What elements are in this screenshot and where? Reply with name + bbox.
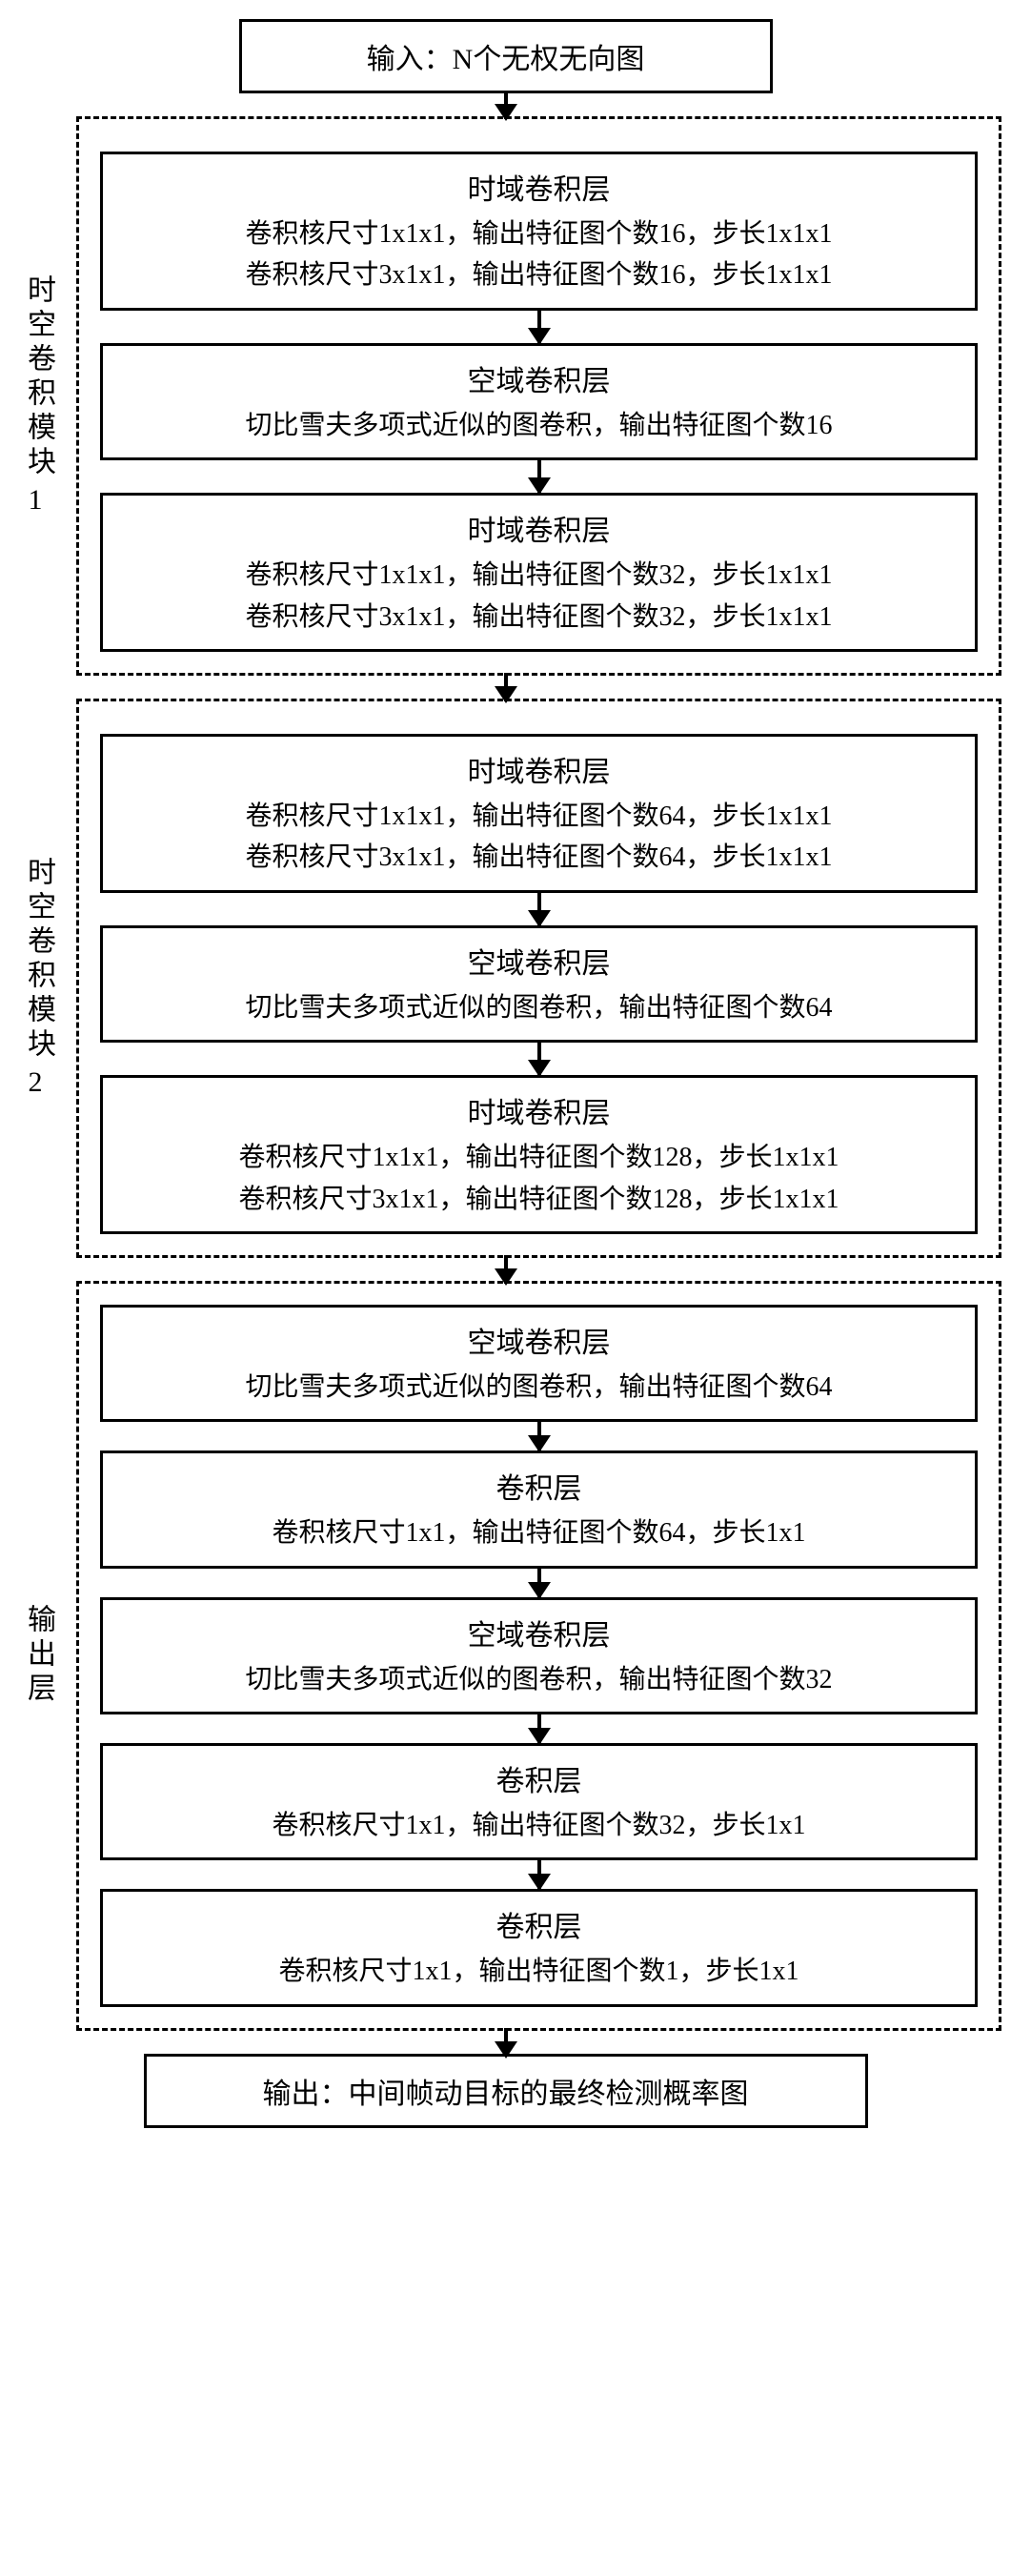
layer-box: 空域卷积层 切比雪夫多项式近似的图卷积，输出特征图个数64: [100, 925, 978, 1043]
arrow-icon: [537, 1422, 541, 1450]
arrow-icon: [537, 1714, 541, 1743]
layer-line: 卷积核尺寸1x1x1，输出特征图个数16，步长1x1x1: [120, 213, 958, 254]
module-1-label: 时空卷积模块1: [10, 116, 76, 676]
layer-line: 卷积核尺寸3x1x1，输出特征图个数32，步长1x1x1: [120, 597, 958, 638]
input-box: 输入：N个无权无向图: [239, 19, 773, 93]
layer-box: 空域卷积层 切比雪夫多项式近似的图卷积，输出特征图个数64: [100, 1305, 978, 1422]
layer-line: 卷积核尺寸1x1，输出特征图个数32，步长1x1: [120, 1805, 958, 1846]
layer-title: 空域卷积层: [120, 1319, 958, 1361]
layer-line: 切比雪夫多项式近似的图卷积，输出特征图个数32: [120, 1659, 958, 1700]
arrow-icon: [537, 311, 541, 343]
layer-box: 卷积层 卷积核尺寸1x1，输出特征图个数64，步长1x1: [100, 1450, 978, 1568]
arrow-icon: [537, 460, 541, 493]
layer-line: 卷积核尺寸3x1x1，输出特征图个数64，步长1x1x1: [120, 837, 958, 878]
module-1: 时域卷积层 卷积核尺寸1x1x1，输出特征图个数16，步长1x1x1 卷积核尺寸…: [76, 116, 1001, 676]
layer-box: 空域卷积层 切比雪夫多项式近似的图卷积，输出特征图个数32: [100, 1597, 978, 1714]
module-3: 空域卷积层 切比雪夫多项式近似的图卷积，输出特征图个数64 卷积层 卷积核尺寸1…: [76, 1281, 1001, 2031]
arrow-icon: [537, 1043, 541, 1075]
layer-box: 卷积层 卷积核尺寸1x1，输出特征图个数32，步长1x1: [100, 1743, 978, 1860]
layer-box: 空域卷积层 切比雪夫多项式近似的图卷积，输出特征图个数16: [100, 343, 978, 460]
module-1-wrapper: 时空卷积模块1 时域卷积层 卷积核尺寸1x1x1，输出特征图个数16，步长1x1…: [10, 116, 1001, 676]
input-text: 输入：N个无权无向图: [367, 44, 645, 75]
arrow-icon: [537, 893, 541, 925]
layer-box: 卷积层 卷积核尺寸1x1，输出特征图个数1，步长1x1: [100, 1889, 978, 2006]
layer-line: 切比雪夫多项式近似的图卷积，输出特征图个数64: [120, 987, 958, 1028]
layer-title: 时域卷积层: [120, 1089, 958, 1131]
layer-title: 时域卷积层: [120, 507, 958, 549]
layer-line: 卷积核尺寸1x1，输出特征图个数1，步长1x1: [120, 1951, 958, 1992]
module-2-wrapper: 时空卷积模块2 时域卷积层 卷积核尺寸1x1x1，输出特征图个数64，步长1x1…: [10, 699, 1001, 1258]
layer-line: 卷积核尺寸3x1x1，输出特征图个数16，步长1x1x1: [120, 254, 958, 295]
module-2: 时域卷积层 卷积核尺寸1x1x1，输出特征图个数64，步长1x1x1 卷积核尺寸…: [76, 699, 1001, 1258]
arrow-icon: [537, 1569, 541, 1597]
arrow-icon: [504, 1255, 508, 1284]
output-text: 输出：中间帧动目标的最终检测概率图: [263, 2079, 749, 2110]
output-box: 输出：中间帧动目标的最终检测概率图: [144, 2054, 868, 2128]
arrow-icon: [504, 2028, 508, 2057]
arrow-icon: [537, 1860, 541, 1889]
module-3-wrapper: 输出层 空域卷积层 切比雪夫多项式近似的图卷积，输出特征图个数64 卷积层 卷积…: [10, 1281, 1001, 2031]
arrow-icon: [504, 91, 508, 119]
module-3-label: 输出层: [10, 1281, 76, 2031]
layer-title: 空域卷积层: [120, 1612, 958, 1653]
layer-title: 空域卷积层: [120, 940, 958, 982]
layer-title: 卷积层: [120, 1465, 958, 1507]
layer-box: 时域卷积层 卷积核尺寸1x1x1，输出特征图个数64，步长1x1x1 卷积核尺寸…: [100, 734, 978, 893]
layer-line: 切比雪夫多项式近似的图卷积，输出特征图个数16: [120, 405, 958, 446]
layer-line: 卷积核尺寸1x1x1，输出特征图个数32，步长1x1x1: [120, 555, 958, 596]
layer-title: 卷积层: [120, 1757, 958, 1799]
layer-box: 时域卷积层 卷积核尺寸1x1x1，输出特征图个数128，步长1x1x1 卷积核尺…: [100, 1075, 978, 1234]
diagram-container: 输入：N个无权无向图 时空卷积模块1 时域卷积层 卷积核尺寸1x1x1，输出特征…: [10, 19, 1001, 2128]
arrow-icon: [504, 673, 508, 701]
layer-line: 卷积核尺寸1x1x1，输出特征图个数128，步长1x1x1: [120, 1137, 958, 1178]
layer-title: 卷积层: [120, 1903, 958, 1945]
layer-box: 时域卷积层 卷积核尺寸1x1x1，输出特征图个数16，步长1x1x1 卷积核尺寸…: [100, 152, 978, 311]
layer-box: 时域卷积层 卷积核尺寸1x1x1，输出特征图个数32，步长1x1x1 卷积核尺寸…: [100, 493, 978, 652]
layer-title: 时域卷积层: [120, 166, 958, 208]
layer-line: 切比雪夫多项式近似的图卷积，输出特征图个数64: [120, 1367, 958, 1408]
layer-title: 空域卷积层: [120, 357, 958, 399]
layer-line: 卷积核尺寸3x1x1，输出特征图个数128，步长1x1x1: [120, 1179, 958, 1220]
layer-title: 时域卷积层: [120, 748, 958, 790]
layer-line: 卷积核尺寸1x1，输出特征图个数64，步长1x1: [120, 1512, 958, 1553]
module-2-label: 时空卷积模块2: [10, 699, 76, 1258]
layer-line: 卷积核尺寸1x1x1，输出特征图个数64，步长1x1x1: [120, 796, 958, 837]
